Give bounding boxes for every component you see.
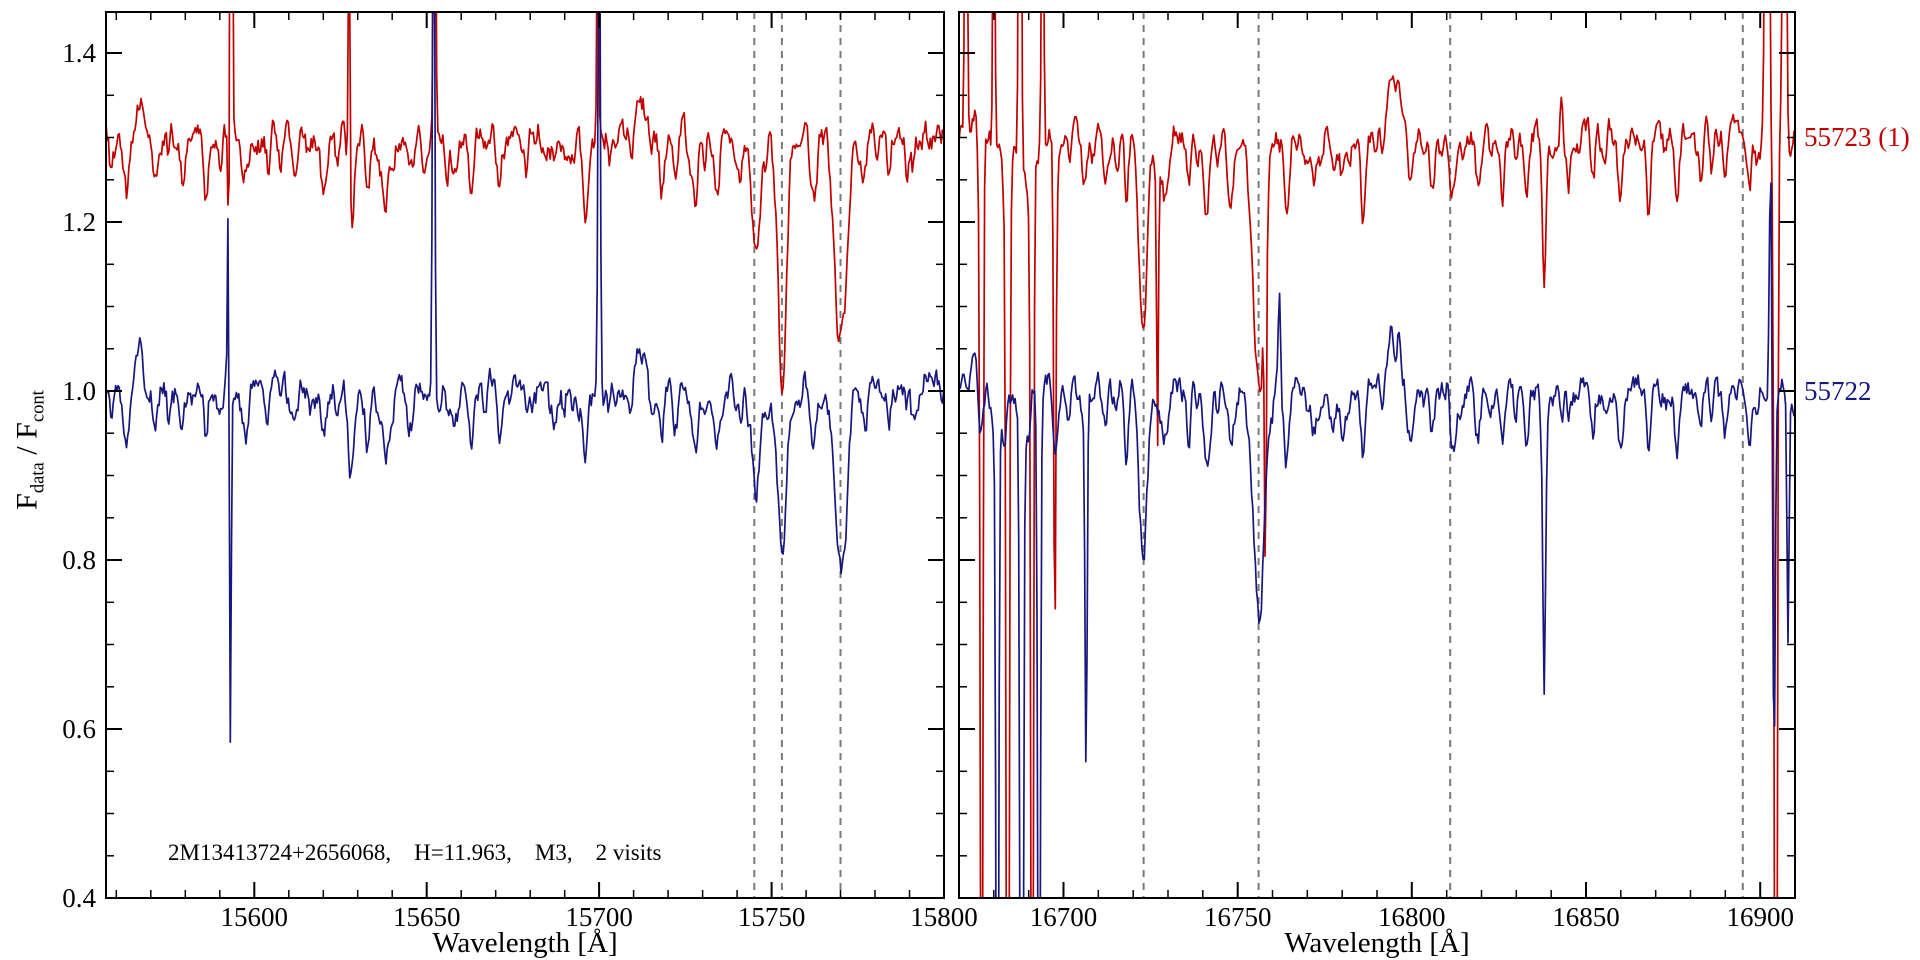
y-axis-label: Fdata / Fcont (11, 390, 50, 510)
svg-text:15800: 15800 (910, 902, 978, 932)
series-label-visit-55722: 55722 (1804, 376, 1872, 406)
svg-text:15650: 15650 (393, 902, 461, 932)
svg-text:0.6: 0.6 (62, 714, 96, 744)
svg-text:15600: 15600 (221, 902, 289, 932)
x-axis-label-right: Wavelength [Å] (1284, 927, 1470, 959)
svg-text:1.2: 1.2 (62, 207, 96, 237)
svg-text:16900: 16900 (1726, 902, 1794, 932)
x-axis-label-left: Wavelength [Å] (432, 927, 618, 959)
svg-text:16850: 16850 (1552, 902, 1620, 932)
series-label-visit-55723: 55723 (1) (1804, 122, 1910, 152)
y-axis-label-sep: / (10, 438, 44, 463)
y-axis-label-sub2: cont (27, 390, 49, 423)
target-annotation: 2M13413724+2656068, H=11.963, M3, 2 visi… (168, 840, 662, 865)
svg-text:16750: 16750 (1204, 902, 1272, 932)
svg-text:0.8: 0.8 (62, 545, 96, 575)
y-axis-label-f2: F (10, 422, 44, 439)
svg-text:16700: 16700 (1030, 902, 1098, 932)
y-axis-label-sub1: data (27, 462, 49, 494)
svg-text:0.4: 0.4 (62, 883, 96, 913)
svg-text:1.0: 1.0 (62, 376, 96, 406)
svg-text:15700: 15700 (565, 902, 633, 932)
y-axis-label-f1: F (10, 493, 44, 510)
svg-text:1.4: 1.4 (62, 38, 96, 68)
svg-text:15750: 15750 (738, 902, 806, 932)
svg-text:16800: 16800 (1378, 902, 1446, 932)
